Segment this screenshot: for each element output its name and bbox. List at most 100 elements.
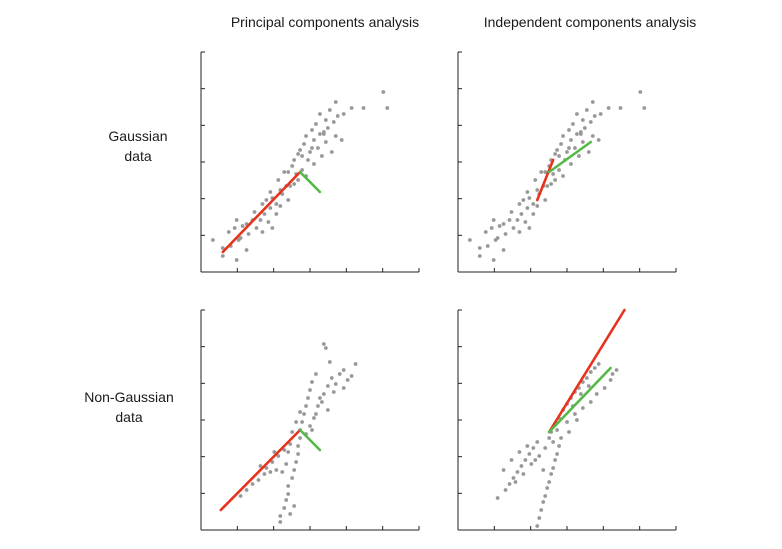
data-point [220, 254, 225, 258]
data-point [314, 412, 318, 416]
data-point [535, 524, 540, 528]
data-point [501, 468, 506, 472]
data-point [286, 198, 291, 202]
data-point [565, 420, 569, 424]
data-point [252, 210, 257, 214]
data-point [539, 508, 544, 512]
data-point [511, 226, 516, 230]
data-point [557, 154, 561, 158]
data-point [553, 458, 558, 462]
data-point [220, 246, 225, 250]
data-point [290, 164, 295, 168]
data-point [507, 482, 512, 486]
data-point [337, 372, 342, 376]
data-point [312, 162, 316, 166]
data-point [527, 226, 532, 230]
first-component-line [547, 308, 626, 434]
data-point [319, 154, 324, 158]
data-point [310, 380, 314, 384]
data-point [349, 374, 354, 378]
data-point [575, 112, 579, 116]
data-point [331, 390, 336, 394]
data-point [300, 168, 304, 172]
data-point [316, 404, 320, 408]
data-point [573, 146, 577, 150]
data-point [513, 480, 518, 484]
data-point [244, 248, 249, 252]
scatter-panel-3 [200, 309, 420, 531]
data-point [308, 424, 312, 428]
data-point [321, 132, 326, 136]
data-point [567, 146, 571, 150]
data-point [588, 370, 593, 374]
data-point [503, 232, 508, 236]
data-point [232, 226, 237, 230]
data-point [290, 430, 295, 434]
data-point [614, 368, 619, 372]
data-point [349, 106, 354, 110]
data-point [278, 204, 283, 208]
data-point [576, 154, 581, 158]
data-point [598, 112, 603, 116]
data-point [260, 230, 265, 234]
data-point [286, 170, 291, 174]
data-point [582, 126, 587, 130]
data-point [361, 106, 366, 110]
data-point [584, 376, 589, 380]
data-point [547, 436, 552, 440]
data-point [270, 460, 275, 464]
data-point [286, 492, 291, 496]
data-point [308, 150, 312, 154]
data-point [278, 520, 283, 524]
data-point [286, 450, 291, 454]
data-point [596, 138, 601, 142]
data-point [304, 404, 308, 408]
data-point [282, 506, 287, 510]
data-point [559, 142, 563, 146]
data-point [529, 462, 534, 466]
data-point [318, 112, 322, 116]
data-point [495, 236, 500, 240]
data-point [501, 222, 506, 226]
data-point [312, 138, 316, 142]
data-point [590, 134, 595, 138]
data-point [318, 396, 322, 400]
data-point [535, 440, 540, 444]
data-point [578, 132, 583, 136]
data-point [537, 516, 542, 520]
data-point [254, 226, 259, 230]
data-point [234, 258, 239, 262]
data-point [325, 126, 330, 130]
data-point [525, 190, 530, 194]
data-point [333, 100, 338, 104]
data-point [306, 396, 310, 400]
data-point [573, 412, 577, 416]
data-point [258, 218, 263, 222]
data-point [300, 154, 304, 158]
data-point [535, 204, 540, 208]
data-point [559, 436, 563, 440]
data-point [323, 140, 328, 144]
data-point [240, 224, 245, 228]
data-point [274, 212, 279, 216]
data-point [298, 410, 302, 414]
data-point [555, 148, 559, 152]
data-point [553, 178, 558, 182]
data-point [264, 198, 269, 202]
data-point [592, 114, 597, 118]
data-point [260, 202, 265, 206]
data-point [519, 464, 524, 468]
data-point [284, 462, 289, 466]
data-point [262, 472, 267, 476]
data-point [567, 430, 571, 434]
data-point [547, 480, 552, 484]
column-title-ica: Independent components analysis [483, 14, 697, 30]
data-point [495, 496, 500, 500]
data-point [497, 224, 502, 228]
data-point [555, 428, 559, 432]
data-point [543, 446, 548, 450]
data-point [210, 238, 215, 242]
data-point [246, 232, 251, 236]
data-point [517, 450, 522, 454]
row-label-non-gaussian-line1: Non-Gaussian [84, 389, 174, 405]
